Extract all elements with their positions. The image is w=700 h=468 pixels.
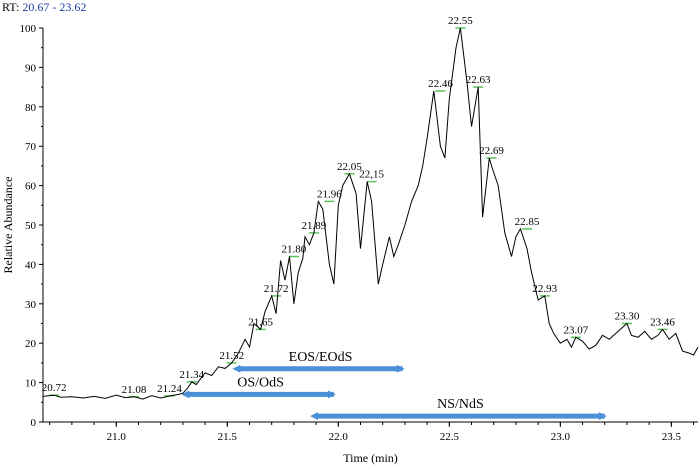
peak-label: 22.85 [515,216,540,228]
peak-label: 23.46 [650,316,675,328]
y-tick-label: 20 [25,338,37,350]
y-tick-label: 100 [20,23,37,35]
peak-label: 22.05 [337,161,362,173]
rt-range-header: RT: 20.67 - 23.62 [2,0,86,15]
peak-label: 21.80 [282,244,307,256]
peak-label: 21.34 [179,369,204,381]
y-axis-title: Relative Abundance [1,177,15,274]
y-tick-label: 80 [25,102,37,114]
y-axis-ticks: 0 10 20 30 40 50 60 70 80 90 100 [20,23,43,429]
peak-label: 21.08 [122,384,147,396]
peak-labels: 20.72 21.08 21.24 21.34 21.52 21.65 21.72 21.80… [42,15,676,396]
y-tick-label: 90 [25,62,37,74]
y-tick-label: 50 [25,220,37,232]
y-tick-label: 0 [31,417,37,429]
peak-label: 23.30 [615,311,640,323]
chromatogram-trace [42,27,699,400]
y-tick-label: 30 [25,299,37,311]
x-tick-label: 22.0 [329,431,349,443]
x-axis-title: Time (min) [343,451,398,465]
x-tick-label: 23.0 [551,431,571,443]
region-arrows: EOS/EOdS OS/OdS NS/NdS [181,350,607,421]
x-tick-label: 22.5 [440,431,460,443]
region-label: OS/OdS [237,375,284,390]
y-tick-label: 40 [25,259,37,271]
peak-label: 22,15 [359,169,384,181]
peak-label: 21.72 [264,283,289,295]
peak-label: 22.55 [448,15,473,27]
y-tick-label: 70 [25,141,37,153]
peak-label: 22.93 [532,283,557,295]
peak-markers [49,27,668,398]
peak-label: 22.46 [428,78,453,90]
axes [42,28,698,423]
peak-label: 23.07 [564,324,589,336]
peak-label: 21.89 [302,220,327,232]
peak-label: 22.63 [466,74,491,86]
x-tick-label: 21.0 [107,431,127,443]
peak-label: 21.52 [219,350,244,362]
y-tick-label: 10 [25,378,37,390]
region-label: NS/NdS [437,397,484,412]
region-label: EOS/EOdS [289,350,353,365]
rt-range-value: 20.67 - 23.62 [22,0,87,14]
peak-label: 21.24 [157,383,182,395]
peak-label: 21.65 [248,316,273,328]
x-tick-label: 21.5 [218,431,238,443]
peak-label: 21.96 [317,188,342,200]
peak-label: 22.69 [479,145,504,157]
x-axis-ticks: 21.0 21.5 22.0 22.5 23.0 23.5 [49,422,695,443]
peak-label: 20.72 [42,382,67,394]
y-tick-label: 60 [25,181,37,193]
rt-prefix: RT: [2,0,20,14]
x-tick-label: 23.5 [662,431,682,443]
